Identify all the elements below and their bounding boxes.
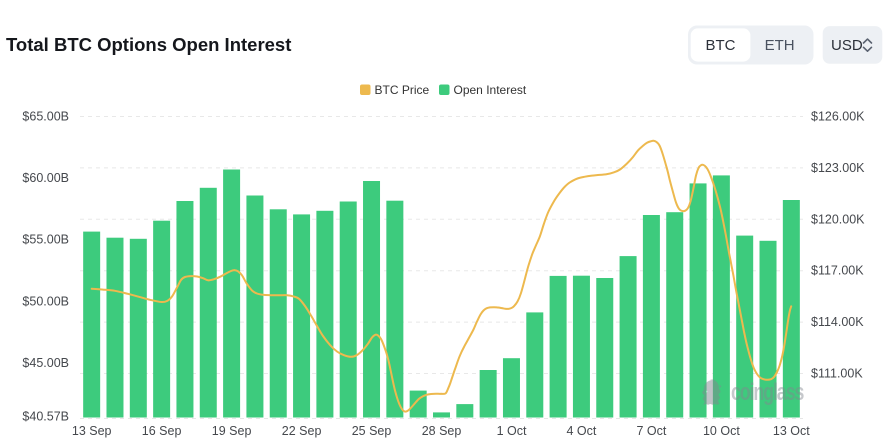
svg-text:USD: USD [831,37,863,54]
svg-text:$45.00B: $45.00B [22,356,69,370]
svg-text:Open Interest: Open Interest [454,83,527,97]
svg-text:4 Oct: 4 Oct [566,424,596,438]
svg-text:7 Oct: 7 Oct [636,424,666,438]
svg-text:28 Sep: 28 Sep [422,424,462,438]
svg-text:$126.00K: $126.00K [811,110,865,124]
svg-text:$50.00B: $50.00B [22,294,69,308]
svg-text:10 Oct: 10 Oct [703,424,740,438]
svg-text:25 Sep: 25 Sep [352,424,392,438]
svg-text:Total BTC Options Open Interes: Total BTC Options Open Interest [6,34,291,55]
svg-text:19 Sep: 19 Sep [212,424,252,438]
svg-text:13 Sep: 13 Sep [72,424,112,438]
svg-text:13 Oct: 13 Oct [773,424,810,438]
svg-text:1 Oct: 1 Oct [497,424,527,438]
svg-text:coinglass: coinglass [731,380,804,406]
svg-text:$55.00B: $55.00B [22,233,69,247]
svg-text:$120.00K: $120.00K [811,212,865,226]
svg-text:$65.00B: $65.00B [22,110,69,124]
svg-text:22 Sep: 22 Sep [282,424,322,438]
svg-text:$123.00K: $123.00K [811,161,865,175]
svg-text:$111.00K: $111.00K [811,367,863,381]
svg-text:BTC Price: BTC Price [375,83,430,97]
svg-text:BTC: BTC [706,37,736,54]
svg-text:ETH: ETH [765,37,795,54]
svg-text:$60.00B: $60.00B [22,171,69,185]
svg-text:16 Sep: 16 Sep [142,424,182,438]
svg-text:$114.00K: $114.00K [811,315,864,329]
svg-text:$40.57B: $40.57B [22,409,69,423]
svg-text:$117.00K: $117.00K [811,264,864,278]
